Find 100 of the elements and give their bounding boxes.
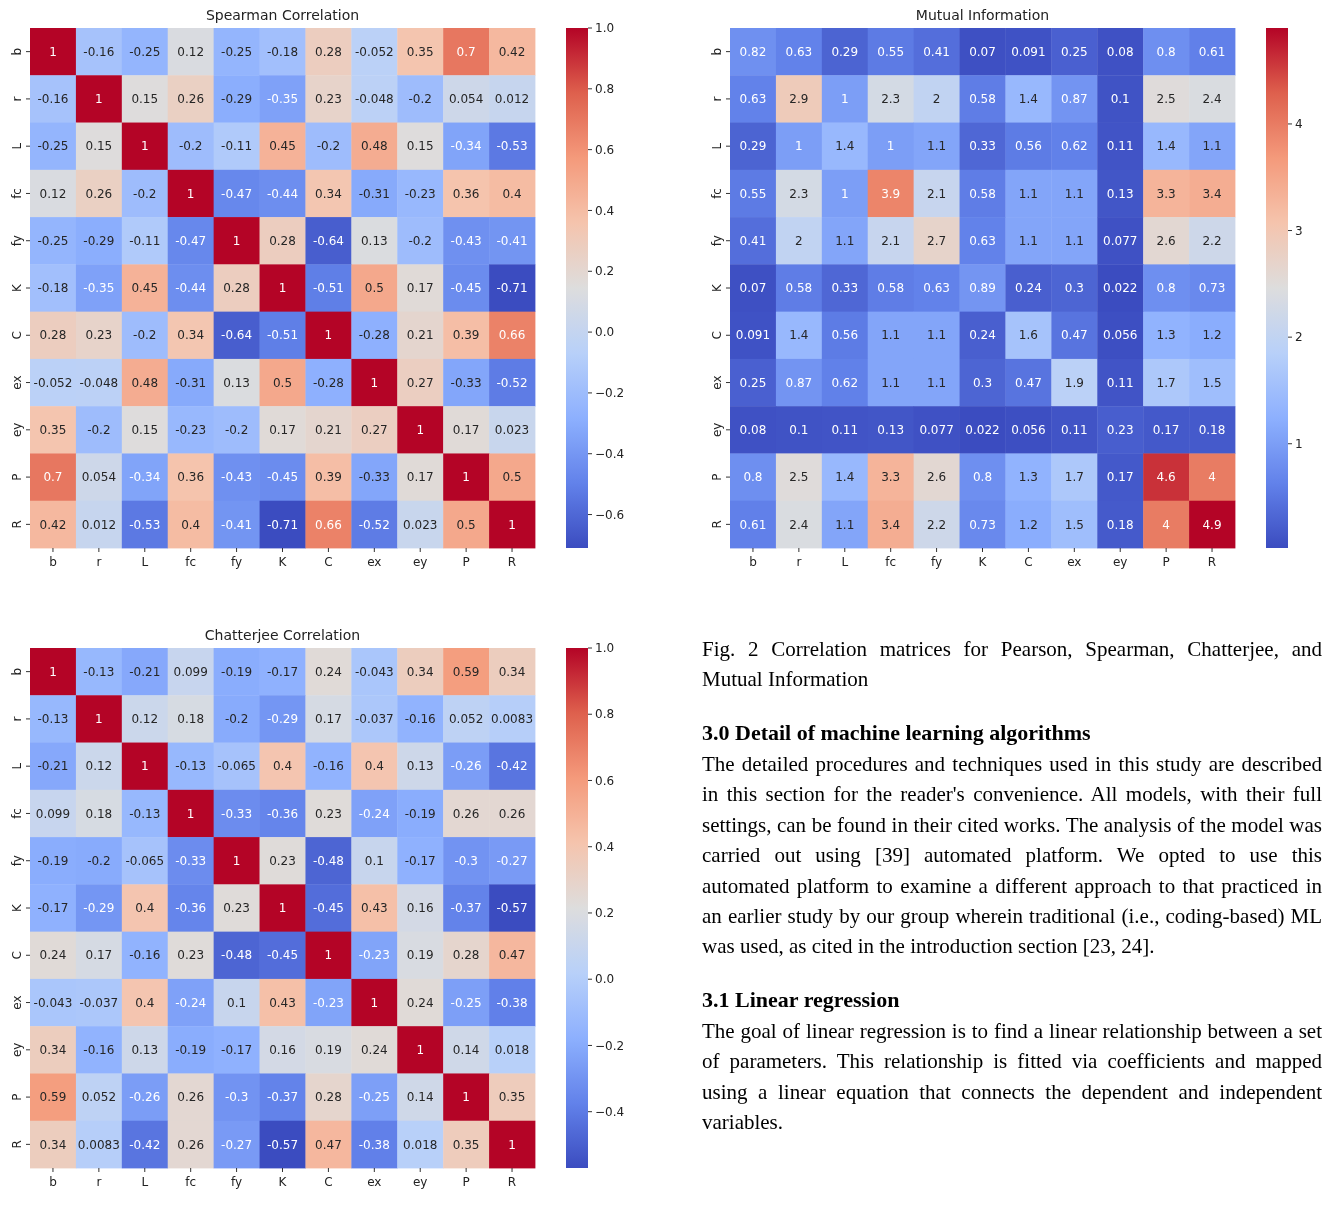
y-tick-label: L xyxy=(10,142,24,150)
color-bar-label: 3 xyxy=(1295,223,1303,238)
data-label: -0.2 xyxy=(133,186,157,201)
y-tick-label: r xyxy=(710,96,724,102)
data-label: 0.26 xyxy=(177,92,205,107)
x-tick-label: fc xyxy=(885,555,897,569)
data-label: 0.24 xyxy=(406,995,434,1010)
data-label: -0.28 xyxy=(312,375,344,390)
data-label: 0.87 xyxy=(1060,92,1088,107)
data-label: -0.23 xyxy=(312,995,344,1010)
data-label: 1.1 xyxy=(927,375,947,390)
data-label: 1 xyxy=(370,375,379,390)
data-label: -0.38 xyxy=(496,995,528,1010)
data-label: 0.052 xyxy=(448,712,484,727)
data-label: 0.13 xyxy=(223,375,250,390)
data-label: -0.18 xyxy=(37,281,69,296)
x-tick-label: b xyxy=(49,555,57,569)
data-label: -0.53 xyxy=(496,139,528,154)
data-label: -0.17 xyxy=(404,853,436,868)
data-label: 1 xyxy=(886,139,895,154)
data-label: 0.73 xyxy=(969,517,996,532)
data-label: 1.4 xyxy=(835,470,855,485)
color-bar-label: −0.4 xyxy=(595,446,625,461)
data-label: -0.52 xyxy=(358,517,390,532)
data-label: 1.4 xyxy=(789,328,809,343)
data-label: -0.3 xyxy=(454,853,478,868)
data-label: -0.64 xyxy=(221,328,253,343)
data-label: 0.11 xyxy=(831,423,859,438)
data-label: -0.037 xyxy=(354,712,394,727)
color-bar-label: 4 xyxy=(1295,117,1303,132)
data-label: -0.16 xyxy=(83,44,115,59)
data-label: -0.13 xyxy=(37,712,69,727)
data-label: 1.5 xyxy=(1064,517,1084,532)
data-label: -0.2 xyxy=(224,423,249,438)
data-label: -0.13 xyxy=(175,759,207,774)
y-tick-label: C xyxy=(10,331,24,340)
data-label: 0.17 xyxy=(406,281,434,296)
data-label: 1 xyxy=(278,281,287,296)
data-label: 0.27 xyxy=(406,375,434,390)
data-label: -0.043 xyxy=(354,664,394,679)
chart-title: Chatterjee Correlation xyxy=(204,627,361,643)
data-label: 0.24 xyxy=(969,328,996,343)
data-label: 0.14 xyxy=(406,1090,434,1105)
data-label: 0.23 xyxy=(315,806,342,821)
x-tick-label: C xyxy=(324,1175,333,1189)
text: The goal of linear regression is to find a linear relationship between a set of parameters. This relationship is fitted via coefficients and mapped using a linear equation that connects the dependent and independent variables. xyxy=(702,1017,1322,1137)
chart-title: Spearman Correlation xyxy=(205,7,360,23)
data-label: -0.37 xyxy=(450,901,482,916)
data-label: 0.47 xyxy=(498,948,526,963)
data-label: 0.4 xyxy=(135,995,155,1010)
data-label: 0.1 xyxy=(789,423,809,438)
data-label: 0.077 xyxy=(919,423,954,438)
data-label: -0.71 xyxy=(266,517,299,532)
data-label: 0.41 xyxy=(923,44,950,59)
data-label: -0.3 xyxy=(224,1090,249,1105)
data-label: 2 xyxy=(795,233,803,248)
data-label: 0.056 xyxy=(1011,423,1046,438)
y-tick-label: fy xyxy=(10,235,24,247)
y-tick-label: fc xyxy=(710,188,724,199)
y-tick-label: ey xyxy=(10,1042,24,1058)
data-label: 0.08 xyxy=(1106,44,1134,59)
data-label: 1.2 xyxy=(1202,328,1222,343)
data-label: 0.73 xyxy=(1198,281,1226,296)
y-tick-label: fy xyxy=(710,235,724,247)
data-label: -0.34 xyxy=(129,470,161,485)
data-label: 0.07 xyxy=(739,281,767,296)
x-tick-label: K xyxy=(978,555,988,569)
data-label: 1.5 xyxy=(1202,375,1222,390)
data-label: 2.4 xyxy=(1202,92,1222,107)
data-label: 4 xyxy=(1162,517,1170,532)
data-label: 0.66 xyxy=(498,328,526,343)
data-label: -0.28 xyxy=(358,328,390,343)
data-label: -0.33 xyxy=(175,853,207,868)
data-label: 2.2 xyxy=(927,517,947,532)
data-label: -0.2 xyxy=(87,423,111,438)
data-label: 0.13 xyxy=(131,1043,159,1058)
data-label: -0.26 xyxy=(450,759,482,774)
data-label: -0.19 xyxy=(221,664,253,679)
data-label: -0.16 xyxy=(83,1043,115,1058)
data-label: -0.45 xyxy=(266,948,299,963)
data-label: -0.34 xyxy=(450,139,482,154)
data-label: 0.36 xyxy=(452,186,480,201)
data-label: 0.63 xyxy=(969,233,996,248)
data-label: 0.35 xyxy=(39,423,67,438)
data-label: -0.33 xyxy=(221,806,253,821)
data-label: 0.15 xyxy=(85,139,113,154)
data-label: 0.43 xyxy=(269,995,296,1010)
data-label: 0.34 xyxy=(315,186,342,201)
data-label: -0.44 xyxy=(266,186,299,201)
data-label: 1 xyxy=(324,328,333,343)
data-label: -0.29 xyxy=(83,901,115,916)
data-label: 0.35 xyxy=(498,1090,526,1105)
y-tick-label: ex xyxy=(710,375,724,390)
data-label: -0.16 xyxy=(312,759,344,774)
color-bar-label: 0.0 xyxy=(595,972,615,987)
data-label: 0.61 xyxy=(739,517,767,532)
data-label: -0.35 xyxy=(266,92,299,107)
data-label: 0.25 xyxy=(739,375,767,390)
data-label: 1 xyxy=(186,186,195,201)
data-label: 1 xyxy=(840,92,849,107)
